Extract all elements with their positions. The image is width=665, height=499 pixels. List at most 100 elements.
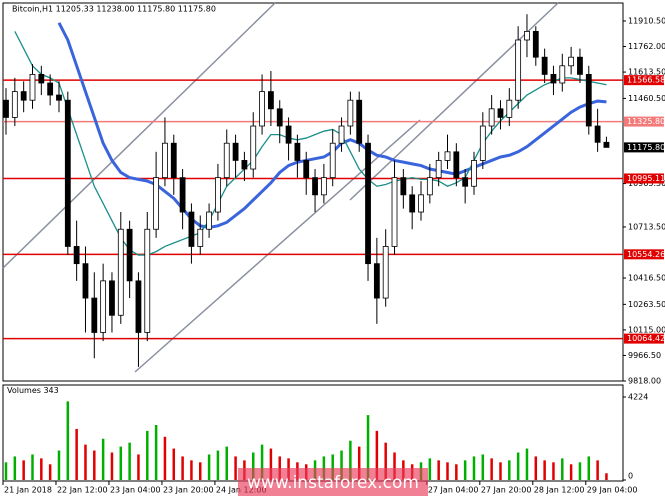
candle-body [400, 177, 407, 196]
candle-body [594, 125, 601, 143]
candle-body [382, 246, 389, 299]
level-label: 10554.26 [627, 250, 665, 259]
candle-body [144, 228, 151, 333]
candle-body [117, 228, 124, 316]
candle-body [197, 228, 204, 247]
candle-body [64, 99, 71, 247]
y-tick-label: 11613.50 [628, 68, 665, 77]
x-tick-label: 23 Jan 20:00 [163, 486, 214, 495]
candle-body [82, 263, 89, 299]
candle-body [170, 142, 177, 179]
candle-body [329, 142, 336, 179]
candle-body [250, 125, 257, 170]
candle-body [153, 177, 160, 230]
candle-body [223, 142, 230, 179]
y-tick-label: 9966.50 [628, 351, 661, 360]
x-tick-label: 28 Jan 12:00 [534, 486, 585, 495]
level-label-bg [624, 75, 664, 86]
candle-body [373, 263, 380, 299]
candle-body [515, 39, 522, 101]
candle-body [100, 280, 107, 333]
candle-body [20, 91, 27, 101]
candle-body [303, 160, 310, 179]
y-tick-label: 11460.50 [628, 94, 665, 103]
candle-body [418, 194, 424, 213]
candle-body [241, 160, 248, 170]
candle-body [453, 151, 460, 179]
y-tick-label: 10965.50 [628, 179, 665, 188]
x-tick-label: 21 Jan 2018 [4, 486, 52, 495]
candle-body [550, 74, 557, 84]
last-price-label: 11175.80 [627, 143, 665, 152]
y-tick-label: 11910.50 [628, 16, 665, 25]
candle-body [568, 56, 575, 67]
volume-title: Volumes 343 [7, 386, 59, 395]
watermark-bg [238, 468, 428, 496]
y-tick-label: 10115.00 [628, 325, 665, 334]
candle-body [426, 177, 433, 196]
candle-body [259, 91, 265, 127]
level-label-bg [624, 116, 664, 127]
level-label-bg [624, 173, 664, 184]
x-tick-label: 27 Jan 20:00 [481, 486, 532, 495]
candle-body [444, 151, 451, 161]
candle-body [585, 74, 592, 127]
candle-body [276, 108, 283, 127]
candle-body [3, 99, 9, 118]
candle-body [320, 177, 327, 196]
candle-body [232, 142, 239, 161]
x-tick-label: 29 Jan 04:00 [587, 486, 638, 495]
candle-body [559, 65, 566, 84]
level-label-bg [624, 333, 664, 344]
candle-body [109, 280, 115, 316]
volume-tick-label: 4224 [628, 393, 648, 402]
candle-body [312, 177, 318, 196]
candle-body [577, 56, 583, 75]
candle-body [215, 177, 221, 213]
x-tick-label: 23 Jan 04:00 [110, 486, 161, 495]
candle-body [294, 142, 301, 161]
candle-body [356, 99, 363, 144]
y-tick-label: 10713.50 [628, 222, 665, 231]
candle-body [29, 74, 36, 101]
candle-body [524, 30, 530, 41]
candle-body [462, 177, 469, 187]
candle-body [532, 30, 539, 58]
candle-body [73, 246, 80, 265]
candle-body [435, 160, 442, 179]
candle-body [267, 91, 274, 110]
chart-title: Bitcoin,H1 11205.33 11238.00 11175.80 11… [12, 5, 216, 14]
y-tick-label: 10416.50 [628, 274, 665, 283]
y-tick-label: 10263.50 [628, 300, 665, 309]
candle-body [365, 142, 371, 265]
volume-tick-label: 0 [628, 472, 633, 481]
volume-label: Volumes [7, 386, 41, 395]
candle-body [603, 141, 610, 148]
candle-body [162, 142, 168, 179]
candle-body [409, 194, 416, 213]
level-label: 11325.80 [627, 117, 665, 126]
channel-line [2, 2, 276, 269]
y-tick-label: 9818.00 [628, 377, 661, 386]
y-tick-label: 11762.00 [628, 42, 665, 51]
candle-body [391, 177, 398, 247]
channel-line [349, 2, 559, 201]
channel [2, 2, 559, 373]
level-label: 10064.42 [627, 334, 665, 343]
candle-body [135, 280, 142, 333]
candle-body [479, 125, 486, 161]
candle-body [471, 160, 477, 187]
x-tick-label: 22 Jan 12:00 [57, 486, 108, 495]
candle-body [541, 56, 548, 75]
candle-body [179, 177, 186, 213]
level-label: 10995.11 [627, 174, 665, 183]
candle-body [126, 228, 133, 282]
candle-body [206, 211, 212, 230]
candle-body [285, 125, 292, 144]
candle-body [38, 74, 45, 84]
candle-body [488, 108, 495, 127]
candle-body [347, 99, 354, 127]
volume-last: 343 [43, 386, 58, 395]
candle-body [11, 91, 18, 118]
